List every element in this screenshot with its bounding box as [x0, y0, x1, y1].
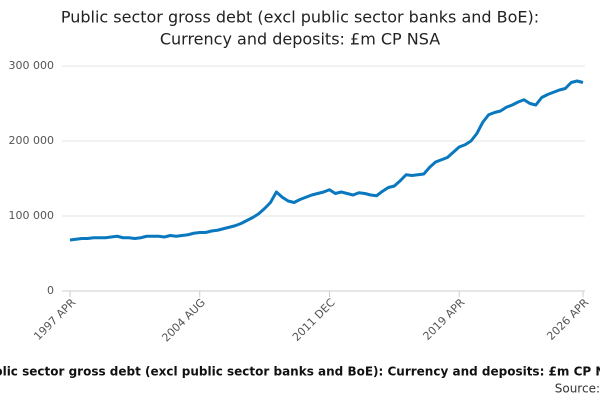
x-tick-label: 2026 APR	[544, 296, 591, 343]
y-tick-label: 200 000	[9, 134, 55, 147]
x-tick-label: 2004 AUG	[159, 296, 208, 345]
chart-title: Currency and deposits: £m CP NSA	[160, 30, 440, 49]
line	[69, 79, 584, 242]
x-axis-label: Public sector gross debt (excl public se…	[0, 365, 600, 379]
x-tick-label: 2019 APR	[421, 296, 468, 343]
y-tick-label: 100 000	[9, 209, 55, 222]
y-tick-label: 300 000	[9, 59, 55, 72]
chart-title: Public sector gross debt (excl public se…	[61, 8, 539, 27]
x-tick-label: 2011 DEC	[290, 296, 338, 344]
y-tick-label: 0	[47, 284, 54, 297]
x-tick-label: 1997 APR	[31, 296, 78, 343]
source: Source:	[555, 382, 600, 396]
